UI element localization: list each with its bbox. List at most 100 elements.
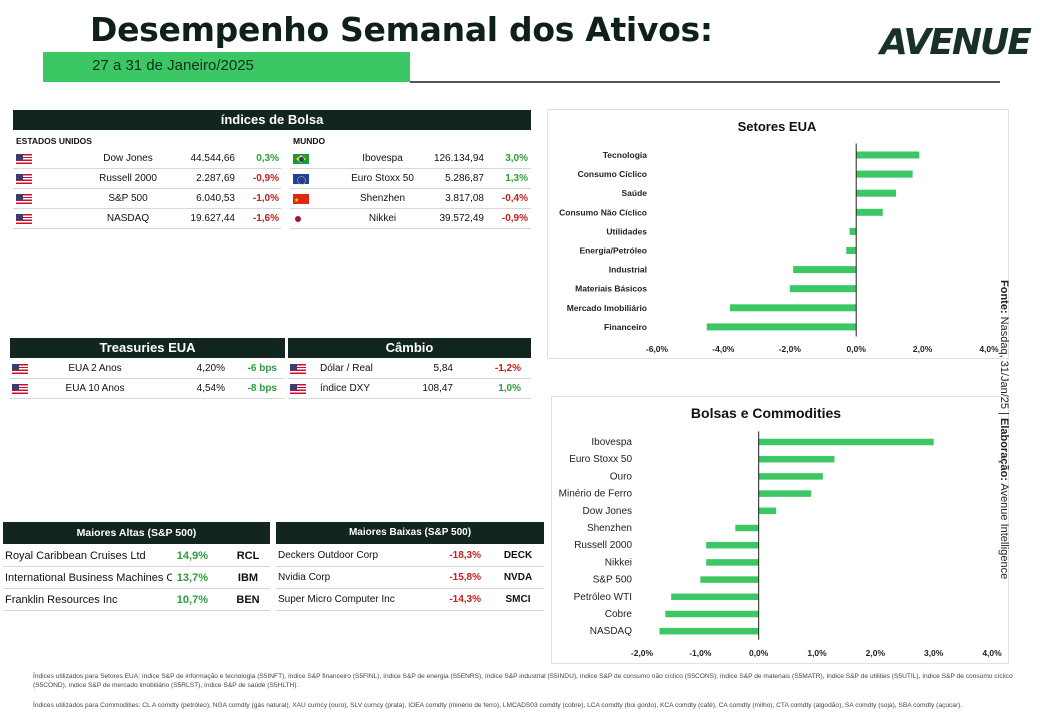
us-flag-icon [12, 364, 28, 374]
mover-change: 14,9% [176, 550, 208, 562]
source-note: Fonte: Nasdaq, 31/Jan/25 | Elaboração: A… [998, 280, 1010, 580]
index-change: -0,9% [501, 213, 528, 224]
bar [856, 189, 897, 197]
category-label: Utilidades [606, 226, 647, 236]
company-name: Nvidia Corp [278, 572, 331, 583]
category-label: Energia/Petróleo [579, 246, 647, 256]
index-name: S&P 500 [108, 193, 148, 204]
rate-value: 4,54% [196, 383, 225, 394]
index-change: -1,0% [252, 193, 279, 204]
index-name: Russell 2000 [99, 173, 157, 184]
index-name: Shenzhen [359, 193, 406, 204]
company-name: Deckers Outdoor Corp [278, 550, 379, 561]
bar [706, 541, 759, 549]
category-label: Saúde [621, 188, 647, 198]
setores-chart-panel [547, 109, 1009, 359]
rate-name: Dólar / Real [320, 363, 373, 374]
chart-title: Setores EUA [738, 119, 817, 134]
index-value: 6.040,53 [196, 193, 235, 204]
index-row: Russell 2000 2.287,69 -0,9% [13, 169, 281, 189]
mover-row: International Business Machines C 13,7% IB… [3, 567, 270, 589]
br-flag-icon [293, 154, 309, 164]
page-title: Desempenho Semanal dos Ativos: [90, 10, 713, 49]
company-name: International Business Machines C [5, 572, 172, 584]
cambio-table: Câmbio Dólar / Real 5,84 -1,2% índice DXY 10… [288, 338, 531, 400]
rate-value: 5,84 [433, 363, 453, 374]
ticker: IBM [237, 572, 259, 584]
mover-change: -18,3% [449, 550, 481, 561]
index-row: Nikkei 39.572,49 -0,9% [290, 209, 531, 229]
index-name: Ibovespa [362, 153, 403, 164]
category-label: Tecnologia [603, 150, 648, 160]
bar [671, 593, 759, 601]
x-tick-label: -1,0% [689, 648, 712, 658]
index-name: Euro Stoxx 50 [351, 173, 414, 184]
index-value: 3.817,08 [445, 193, 484, 204]
ticker: NVDA [503, 572, 533, 583]
index-value: 126.134,94 [433, 153, 484, 164]
us-flag-icon [12, 384, 28, 394]
baixas-header: Maiores Baixas (S&P 500) [276, 522, 544, 544]
index-value: 39.572,49 [439, 213, 485, 224]
x-tick-label: 4,0% [982, 648, 1002, 658]
mover-change: -15,8% [449, 572, 481, 583]
index-name: Nikkei [368, 213, 397, 224]
index-name: NASDAQ [106, 213, 150, 224]
mover-change: 10,7% [176, 594, 208, 606]
mover-row: Royal Caribbean Cruises Ltd 14,9% RCL [3, 545, 270, 567]
category-label: Euro Stoxx 50 [569, 454, 632, 465]
us-flag-icon [16, 174, 32, 184]
category-label: Materiais Básicos [575, 284, 647, 294]
index-change: 1,3% [505, 173, 528, 184]
index-value: 5.286,87 [445, 173, 484, 184]
rate-change: -6 bps [247, 363, 277, 374]
jp-flag-icon [293, 214, 303, 224]
category-label: Consumo Não Cíclico [559, 207, 647, 217]
bar [758, 438, 934, 446]
index-change: -1,6% [252, 213, 279, 224]
bar [730, 304, 857, 312]
company-name: Super Micro Computer Inc [278, 594, 395, 605]
company-name: Franklin Resources Inc [5, 594, 118, 606]
ticker: DECK [503, 550, 533, 561]
maiores-altas-table: Maiores Altas (S&P 500) Royal Caribbean … [3, 522, 270, 612]
rate-change: 1,0% [498, 383, 521, 394]
bar [856, 151, 920, 159]
index-value: 19.627,44 [190, 213, 236, 224]
avenue-logo: AVENUE [880, 22, 1032, 63]
category-label: Shenzhen [587, 523, 632, 534]
index-value: 44.544,66 [190, 153, 236, 164]
x-tick-label: -6,0% [646, 344, 669, 354]
rate-change: -8 bps [247, 383, 277, 394]
treasuries-table: Treasuries EUA EUA 2 Anos 4,20% -6 bps EUA … [10, 338, 285, 400]
footnote-commodities: Índices utilizados para Commodities: CL … [33, 702, 963, 709]
bar [846, 247, 857, 254]
x-tick-label: 0,0% [847, 344, 867, 354]
rate-row: EUA 10 Anos 4,54% -8 bps [10, 379, 285, 399]
x-tick-label: -2,0% [631, 648, 654, 658]
rate-change: -1,2% [494, 363, 521, 374]
bar [856, 170, 913, 178]
mover-row: Super Micro Computer Inc -14,3% SMCI [276, 589, 544, 611]
ticker: BEN [236, 594, 260, 606]
cn-flag-icon [293, 191, 309, 211]
x-tick-label: 0,0% [749, 648, 769, 658]
bolsas-chart-panel [551, 396, 1009, 664]
rate-name: índice DXY [320, 383, 371, 394]
index-row: Dow Jones 44.544,66 0,3% [13, 149, 281, 169]
world-label: MUNDO [293, 136, 326, 146]
category-label: Ouro [610, 471, 633, 482]
ticker: RCL [236, 550, 260, 562]
category-label: Financeiro [604, 322, 647, 332]
maiores-baixas-table: Maiores Baixas (S&P 500) Deckers Outdoor… [276, 522, 544, 612]
setores-eua-chart: Setores EUA Tecnologia Consumo Cíclico Saúd… [559, 119, 999, 354]
index-row: S&P 500 6.040,53 -1,0% [13, 189, 281, 209]
altas-header: Maiores Altas (S&P 500) [3, 522, 270, 544]
bar [789, 285, 857, 293]
bar [758, 455, 835, 463]
rate-name: EUA 10 Anos [65, 383, 125, 394]
us-flag-icon [16, 154, 32, 164]
index-row: NASDAQ 19.627,44 -1,6% [13, 209, 281, 229]
bar [758, 490, 812, 497]
rate-name: EUA 2 Anos [68, 363, 122, 374]
